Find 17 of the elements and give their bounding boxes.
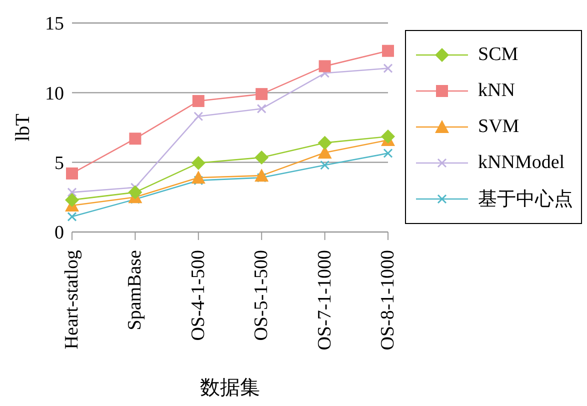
x-tick-label: OS-7-1-1000 xyxy=(314,250,336,350)
legend-label: kNN xyxy=(478,80,515,102)
y-axis-title: lbT xyxy=(12,114,34,142)
legend-label: kNNModel xyxy=(478,152,565,174)
x-tick-label: Heart-statlog xyxy=(62,250,82,350)
y-tick-label: 15 xyxy=(45,14,64,35)
x-tick-label: OS-4-1-500 xyxy=(188,250,209,341)
x-tick-label: SpamBase xyxy=(124,250,146,330)
y-tick-label: 0 xyxy=(54,222,64,244)
y-tick-label: 5 xyxy=(54,153,64,174)
x-tick-label: OS-8-1-1000 xyxy=(378,250,398,350)
legend-label: SCM xyxy=(478,44,518,66)
legend-label: SVM xyxy=(478,116,520,138)
legend-label: 基于中心点 xyxy=(478,188,573,212)
y-tick-label: 10 xyxy=(45,83,64,104)
x-axis-title: 数据集 xyxy=(200,377,260,399)
x-tick-label: OS-5-1-500 xyxy=(251,250,272,341)
